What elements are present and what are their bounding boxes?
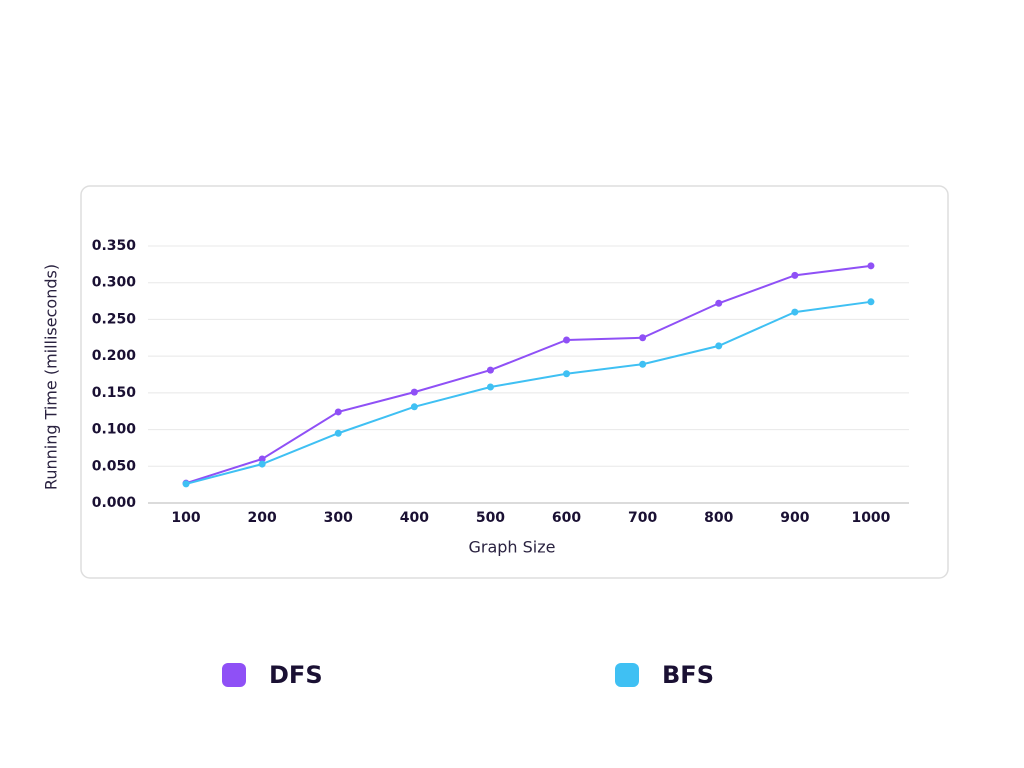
x-tick-label: 900: [780, 510, 809, 526]
legend-swatch: [222, 663, 246, 687]
x-tick-label: 1000: [851, 510, 890, 526]
point: [563, 336, 571, 344]
point: [639, 334, 647, 342]
line: [185, 264, 872, 485]
point: [258, 460, 266, 468]
point: [334, 429, 342, 437]
y-tick-label: 0.300: [92, 275, 137, 291]
point: [563, 370, 571, 378]
y-tick-label: 0.150: [92, 385, 137, 401]
point: [410, 403, 418, 411]
x-tick-label: 700: [628, 510, 657, 526]
y-tick-label: 0.000: [92, 495, 137, 511]
x-tick-label: 100: [171, 510, 200, 526]
y-axis-title: Running Time (milliseconds): [42, 264, 61, 490]
y-tick-label: 0.350: [92, 238, 137, 254]
point: [410, 388, 418, 396]
point: [715, 299, 723, 307]
x-tick-label: 300: [324, 510, 353, 526]
y-tick-label: 0.100: [92, 422, 137, 438]
x-tick-label: 200: [248, 510, 277, 526]
legend-label: DFS: [269, 661, 323, 689]
point: [486, 366, 494, 374]
x-tick-label: 400: [400, 510, 429, 526]
legend-swatch: [615, 663, 639, 687]
legend-label: BFS: [662, 661, 714, 689]
y-tick-label: 0.050: [92, 458, 137, 474]
line: [185, 300, 872, 485]
point: [486, 383, 494, 391]
y-tick-label: 0.200: [92, 348, 137, 364]
x-tick-label: 600: [552, 510, 581, 526]
x-tick-label: 800: [704, 510, 733, 526]
x-tick-label: 500: [476, 510, 505, 526]
point: [182, 480, 190, 488]
point: [639, 360, 647, 368]
point: [867, 262, 875, 270]
y-tick-label: 0.250: [92, 311, 137, 327]
point: [715, 342, 723, 350]
point: [791, 271, 799, 279]
point: [791, 308, 799, 316]
point: [867, 298, 875, 306]
point: [334, 408, 342, 416]
point: [258, 455, 266, 463]
x-axis-title: Graph Size: [468, 538, 555, 557]
